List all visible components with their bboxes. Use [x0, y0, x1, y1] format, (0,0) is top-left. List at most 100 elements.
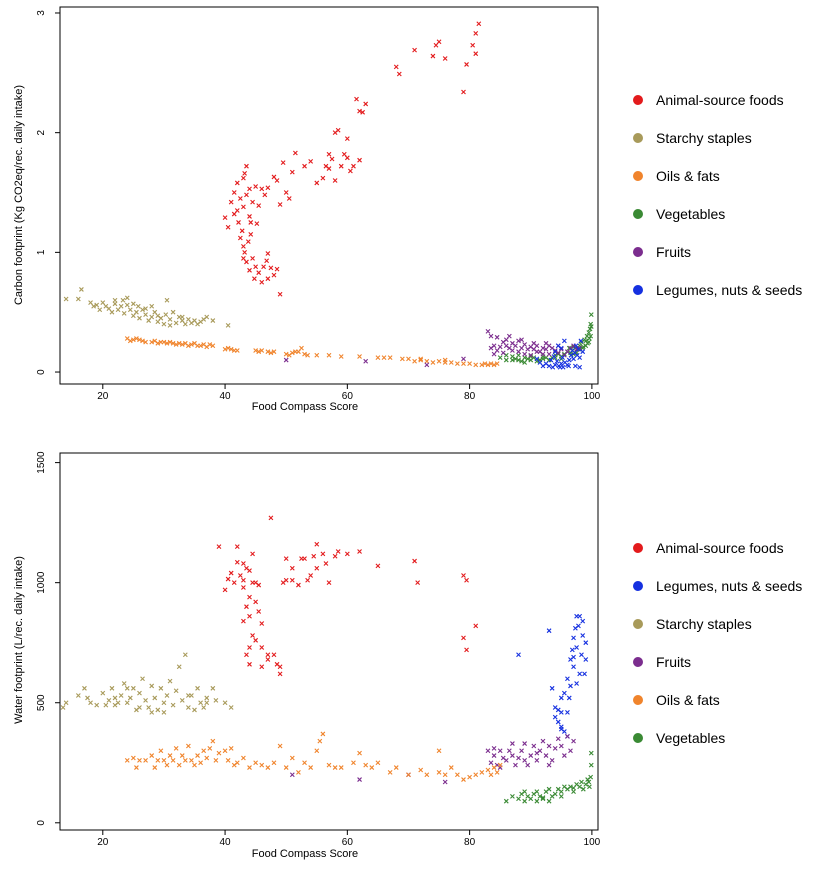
- legend-label: Oils & fats: [656, 168, 720, 184]
- data-point: [580, 349, 586, 355]
- data-point: [326, 166, 332, 171]
- data-point: [587, 326, 593, 332]
- data-point: [82, 685, 87, 691]
- data-point: [424, 362, 430, 368]
- data-point: [406, 772, 411, 778]
- data-point: [574, 681, 579, 686]
- data-point: [286, 196, 292, 201]
- data-point: [173, 320, 179, 326]
- data-point: [510, 793, 515, 799]
- data-point: [137, 690, 142, 696]
- data-point: [182, 321, 188, 327]
- data-point: [357, 108, 362, 114]
- legend-label: Oils & fats: [656, 692, 720, 708]
- data-point: [164, 693, 170, 698]
- data-point: [254, 221, 260, 227]
- data-point: [127, 338, 133, 344]
- data-point: [554, 358, 560, 364]
- data-point: [454, 361, 460, 367]
- data-point: [534, 757, 540, 763]
- data-point: [442, 772, 448, 778]
- legend-item: Vegetables: [633, 730, 725, 746]
- data-point: [308, 573, 314, 578]
- series-2: [60, 652, 234, 715]
- data-point: [259, 762, 265, 768]
- data-point: [134, 336, 139, 341]
- data-point: [204, 314, 210, 320]
- data-point: [461, 356, 466, 362]
- x-tick-label: 40: [220, 391, 232, 402]
- data-point: [204, 755, 210, 761]
- data-point: [552, 349, 558, 355]
- data-point: [560, 355, 565, 361]
- data-point: [522, 342, 528, 347]
- data-point: [525, 762, 531, 768]
- data-point: [112, 695, 118, 701]
- data-point: [323, 561, 329, 566]
- data-point: [320, 175, 326, 181]
- data-point: [164, 762, 170, 768]
- data-point: [571, 664, 576, 670]
- data-point: [571, 789, 576, 794]
- data-point: [241, 585, 246, 590]
- data-point: [192, 707, 197, 713]
- data-point: [448, 360, 454, 365]
- data-point: [558, 789, 564, 794]
- data-point: [588, 312, 594, 317]
- data-point: [578, 338, 584, 344]
- data-point: [127, 695, 133, 701]
- data-point: [189, 757, 194, 763]
- data-point: [112, 702, 118, 708]
- data-point: [248, 220, 254, 225]
- data-point: [369, 765, 375, 770]
- data-point: [494, 769, 500, 775]
- data-point: [201, 705, 207, 710]
- data-point: [247, 645, 252, 650]
- data-point: [268, 350, 274, 356]
- data-point: [118, 303, 124, 309]
- data-point: [173, 745, 179, 751]
- data-point: [124, 295, 130, 301]
- data-point: [158, 748, 164, 754]
- data-point: [292, 150, 298, 156]
- data-point: [540, 738, 546, 744]
- data-point: [228, 570, 234, 576]
- data-point: [491, 745, 497, 751]
- data-point: [225, 322, 231, 328]
- data-point: [161, 321, 167, 327]
- data-point: [344, 155, 350, 161]
- data-point: [497, 344, 503, 350]
- data-point: [587, 336, 592, 341]
- data-point: [289, 772, 295, 778]
- data-point: [566, 695, 572, 701]
- data-point: [222, 587, 228, 593]
- x-tick-label: 60: [342, 837, 354, 848]
- data-point: [582, 671, 587, 677]
- legend-label: Starchy staples: [656, 616, 752, 632]
- data-point: [289, 350, 295, 356]
- legend-label: Legumes, nuts & seeds: [656, 282, 802, 298]
- data-point: [170, 309, 176, 315]
- legend-swatch: [633, 581, 643, 591]
- data-point: [442, 779, 448, 785]
- data-point: [351, 760, 356, 766]
- series-2: [124, 336, 500, 368]
- data-point: [494, 361, 500, 367]
- data-point: [94, 702, 100, 708]
- data-point: [179, 314, 185, 320]
- data-point: [124, 302, 130, 308]
- data-point: [155, 707, 161, 713]
- x-tick-label: 80: [464, 391, 476, 402]
- data-point: [207, 745, 213, 751]
- data-point: [283, 765, 289, 770]
- data-point: [338, 163, 344, 169]
- data-point: [88, 700, 93, 706]
- data-point: [265, 765, 271, 770]
- data-point: [158, 685, 164, 691]
- data-point: [491, 765, 497, 770]
- data-point: [454, 772, 460, 778]
- data-point: [473, 30, 479, 36]
- data-point: [268, 265, 274, 271]
- data-point: [112, 301, 118, 307]
- data-point: [268, 515, 274, 521]
